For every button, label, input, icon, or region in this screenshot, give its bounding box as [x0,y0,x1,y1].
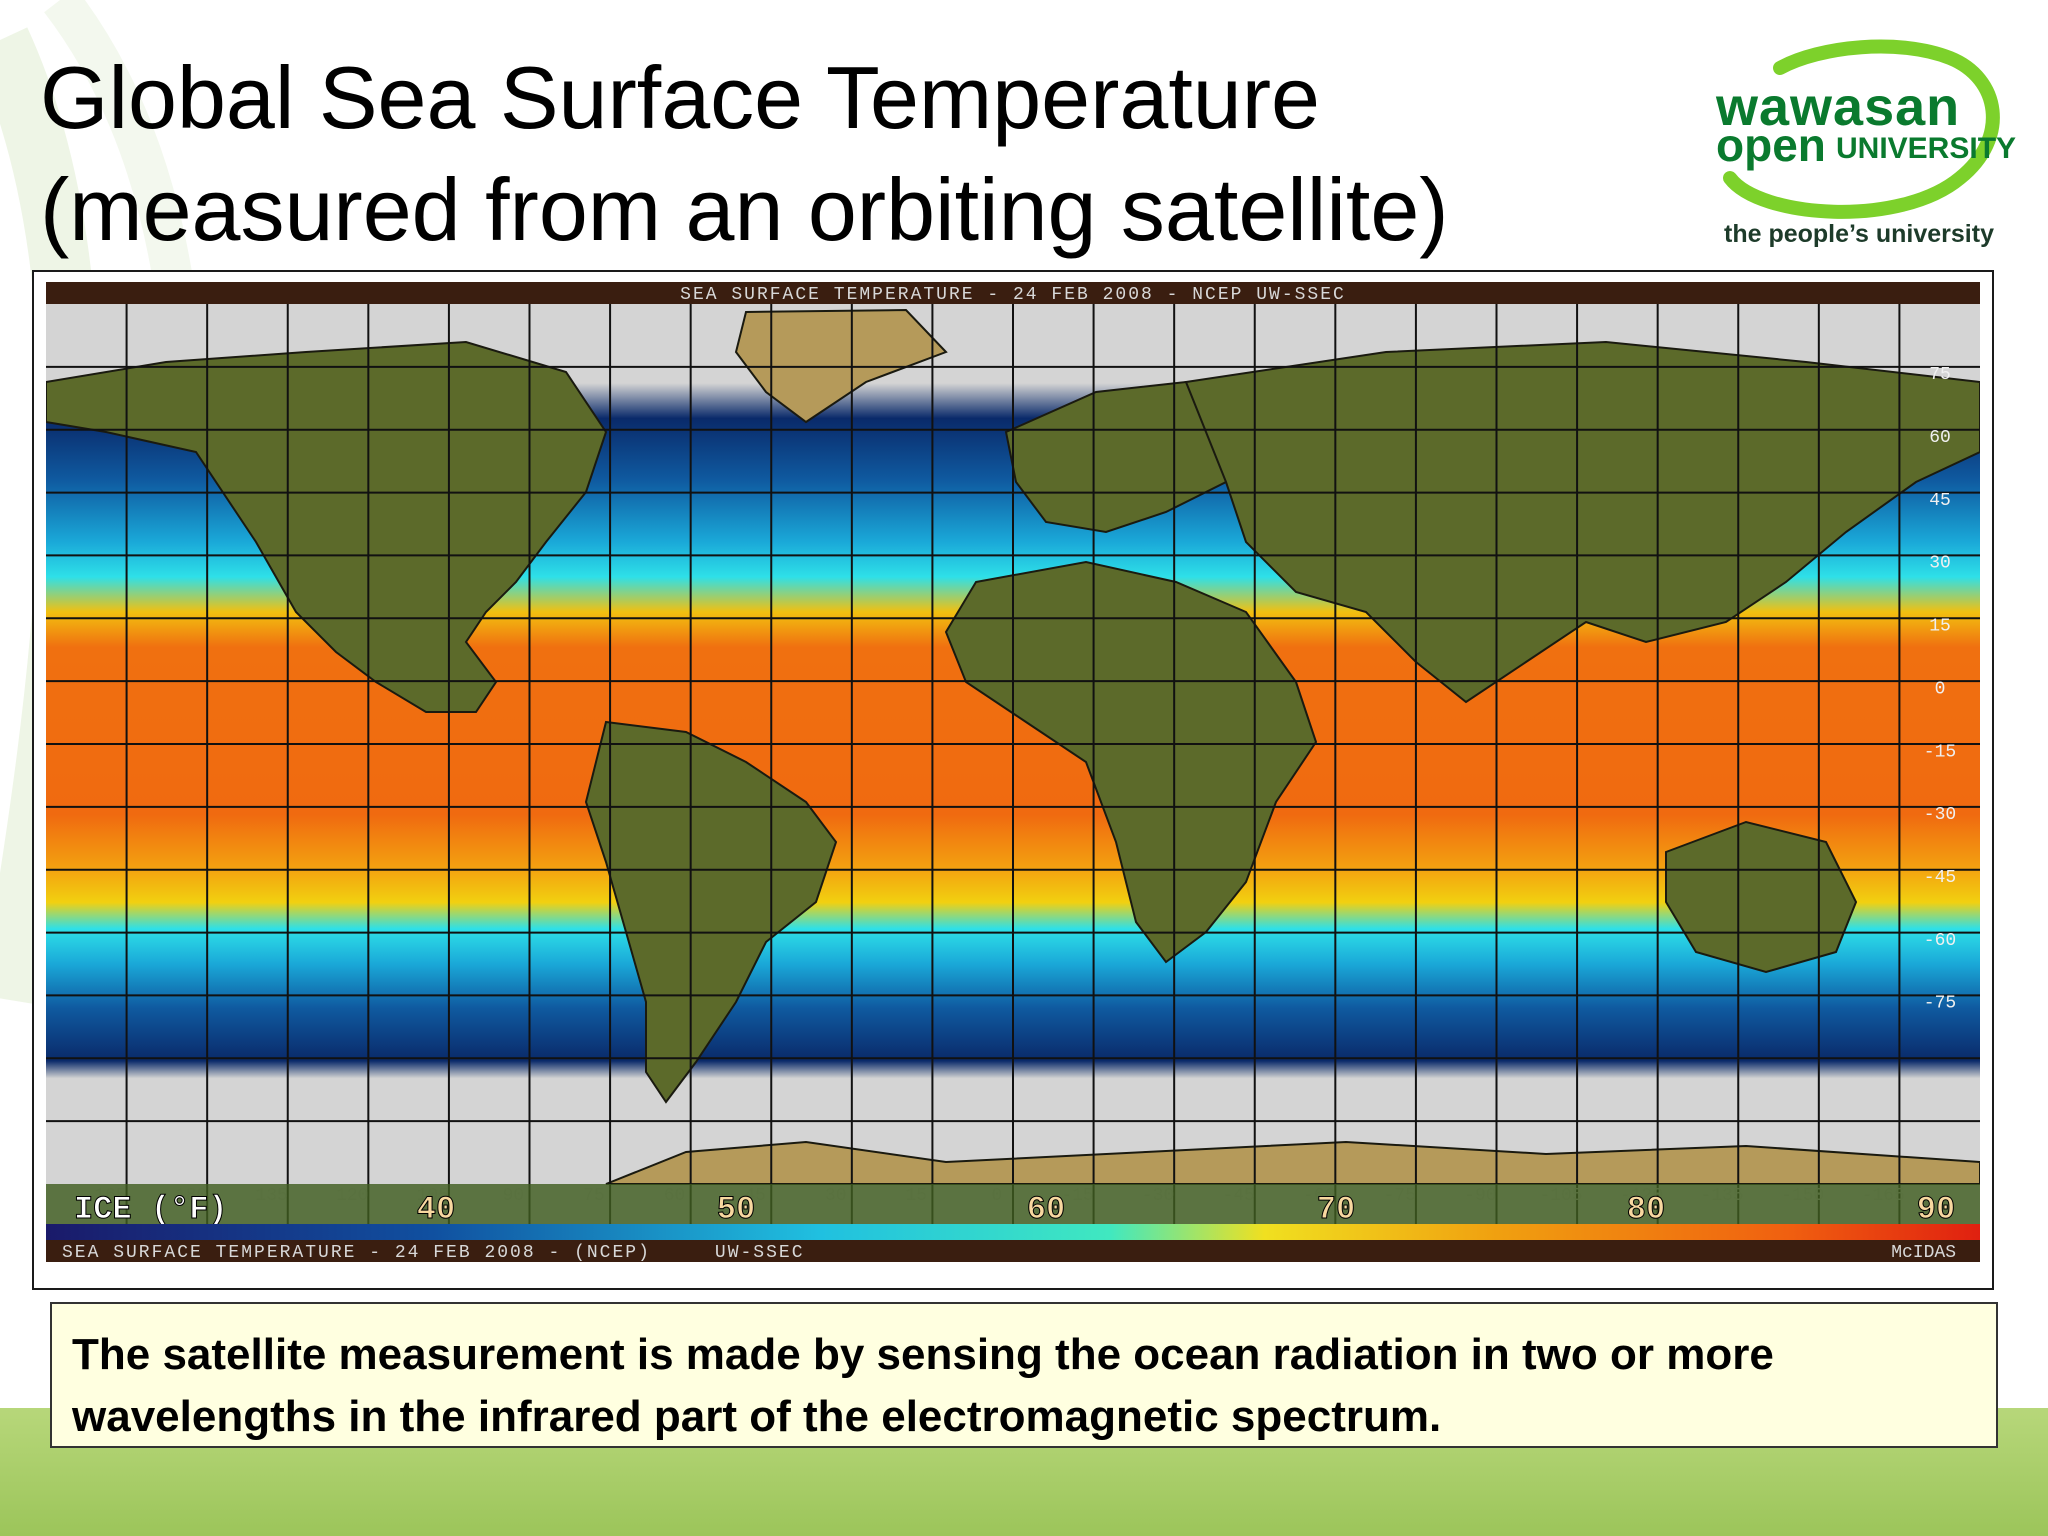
logo-word-open: open [1716,119,1826,171]
legend-value: 50 [717,1191,755,1228]
land-masses [46,308,1980,1185]
legend-value: 80 [1627,1191,1665,1228]
sst-map-frame: SEA SURFACE TEMPERATURE - 24 FEB 2008 - … [32,270,1994,1290]
latitude-label: -60 [1924,931,1956,951]
map-footer-bar [46,1240,1980,1262]
wawasan-logo: wawasan open UNIVERSITY the people’s uni… [1700,28,2020,258]
map-header-text: SEA SURFACE TEMPERATURE - 24 FEB 2008 - … [680,285,1346,305]
australia [1665,820,1858,974]
logo-tagline: the people’s university [1724,220,1994,248]
temperature-color-scale [46,1224,1980,1240]
north-america [46,340,608,713]
south-america [584,720,838,1104]
slide-title-line2: (measured from an orbiting satellite) [40,160,1449,259]
latitude-label: 30 [1929,554,1951,574]
map-footer-right: McIDAS [1891,1243,1956,1263]
latitude-label: -45 [1924,868,1956,888]
legend-value: 60 [1027,1191,1065,1228]
latitude-label: 0 [1935,679,1946,699]
logo-word-wawasan: wawasan [1716,77,1961,137]
caption-box: The satellite measurement is made by sen… [50,1302,1998,1448]
legend-value: 90 [1917,1191,1955,1228]
caption-text: The satellite measurement is made by sen… [72,1330,1774,1441]
logo-swoosh-icon [1723,39,2000,219]
map-header-bar [46,282,1980,304]
europe [1004,380,1248,534]
latitude-label: 75 [1929,365,1951,385]
latitude-label: -15 [1924,742,1956,762]
latitude-label: -75 [1924,994,1956,1014]
legend-value: 70 [1317,1191,1355,1228]
map-footer-text: SEA SURFACE TEMPERATURE - 24 FEB 2008 - … [62,1243,805,1263]
slide-title-line1: Global Sea Surface Temperature [40,48,1320,147]
latitude-label: 45 [1929,491,1951,511]
latitude-label: -30 [1924,805,1956,825]
legend-title: ICE (°F) [74,1191,228,1228]
sst-map: SEA SURFACE TEMPERATURE - 24 FEB 2008 - … [46,282,1980,1263]
antarctica [605,1140,1980,1185]
latitude-label: 60 [1929,428,1951,448]
logo-word-university: UNIVERSITY [1836,132,2017,165]
legend-value: 40 [417,1191,455,1228]
legend-row [46,1184,1980,1224]
latitude-label: 15 [1929,617,1951,637]
lat-lon-grid [46,304,1980,1224]
legend-values: 40 50 60 70 80 90 [416,1191,1955,1229]
latitude-labels: 75 60 45 30 15 0 -15 -30 -45 -60 -75 [1924,365,1956,1014]
asia [1184,340,1980,704]
